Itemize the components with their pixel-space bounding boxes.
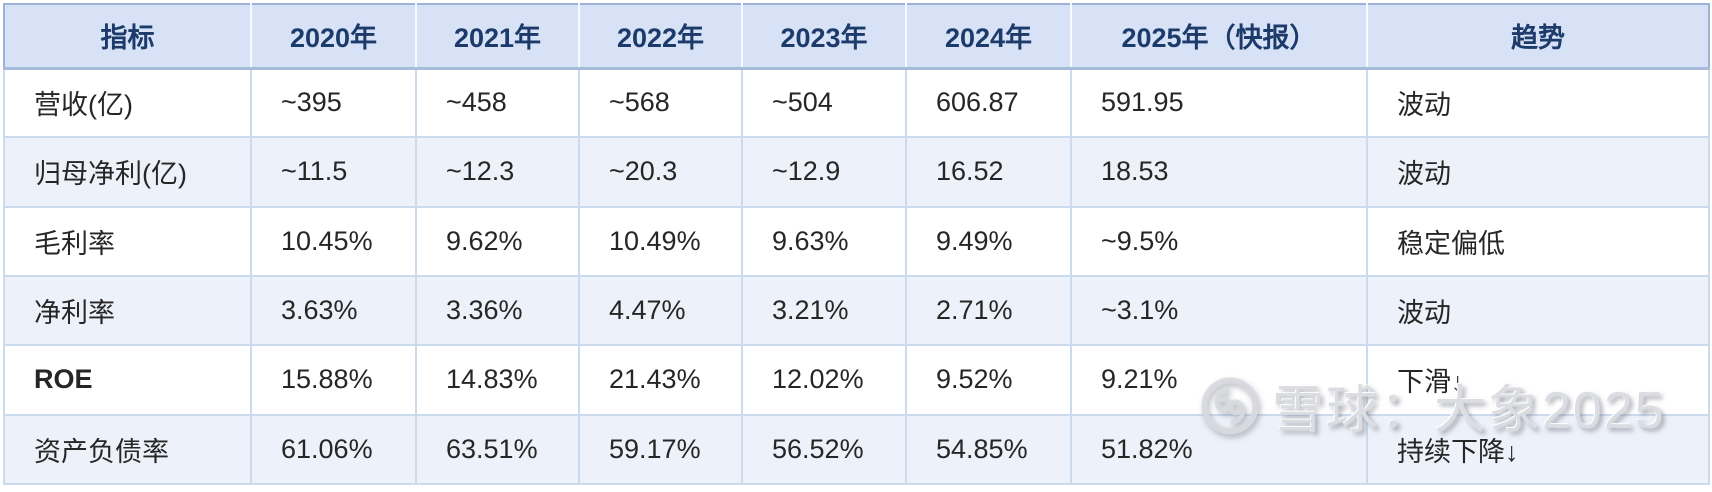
value-cell: 9.49% [905,205,1072,277]
value-cell: 56.52% [741,413,907,486]
table-row-0: 营收(亿) ~395 ~458 ~568 ~504 606.87 591.95 波动 [3,66,1710,139]
trend-cell: 波动 [1366,136,1710,208]
trend-cell: 稳定偏低 [1366,205,1710,277]
value-cell: 606.87 [905,66,1072,139]
value-cell: 51.82% [1070,413,1368,486]
row-label: 营收(亿) [3,66,252,139]
value-cell: 9.21% [1070,344,1368,416]
table-row-2: 毛利率 10.45% 9.62% 10.49% 9.63% 9.49% ~9.5% 稳定偏低 [3,205,1710,277]
value-cell: 3.21% [741,274,907,347]
value-cell: 12.02% [741,344,907,416]
value-cell: 4.47% [578,274,743,347]
column-header-2: 2021年 [415,4,579,70]
value-cell: 16.52 [905,136,1072,208]
value-cell: ~568 [578,66,743,139]
value-cell: 3.63% [250,274,417,347]
value-cell: 591.95 [1070,66,1368,139]
row-label: 毛利率 [3,205,252,277]
table-row-4: ROE 15.88% 14.83% 21.43% 12.02% 9.52% 9.21% 下滑↓ [3,344,1710,416]
value-cell: 9.62% [415,205,580,277]
value-cell: 10.45% [250,205,417,277]
value-cell: 59.17% [578,413,743,486]
trend-cell: 下滑↓ [1366,344,1710,416]
row-label: 资产负债率 [3,413,252,486]
table-header-row: 指标 2020年 2021年 2022年 2023年 2024年 2025年（快报） 趋势 [4,4,1709,70]
row-label: 归母净利(亿) [3,136,252,208]
value-cell: 9.52% [905,344,1072,416]
value-cell: ~9.5% [1070,205,1368,277]
row-label: ROE [3,344,252,416]
value-cell: 2.71% [905,274,1072,347]
value-cell: ~458 [415,66,580,139]
value-cell: 18.53 [1070,136,1368,208]
column-header-5: 2024年 [905,4,1071,70]
value-cell: 63.51% [415,413,580,486]
table-row-1: 归母净利(亿) ~11.5 ~12.3 ~20.3 ~12.9 16.52 18.53 波动 [3,136,1710,208]
column-header-6: 2025年（快报） [1070,4,1367,70]
value-cell: ~395 [250,66,417,139]
value-cell: ~12.9 [741,136,907,208]
row-label: 净利率 [3,274,252,347]
value-cell: 54.85% [905,413,1072,486]
column-header-4: 2023年 [741,4,906,70]
value-cell: 21.43% [578,344,743,416]
value-cell: ~20.3 [578,136,743,208]
value-cell: ~3.1% [1070,274,1368,347]
table-row-5: 资产负债率 61.06% 63.51% 59.17% 56.52% 54.85% 51.82… [3,413,1710,486]
value-cell: ~12.3 [415,136,580,208]
value-cell: ~504 [741,66,907,139]
column-header-0: 指标 [4,4,251,70]
financial-metrics-table: 指标 2020年 2021年 2022年 2023年 2024年 2025年（快报） 趋势 营… [3,3,1710,486]
column-header-7: 趋势 [1366,4,1709,70]
value-cell: 3.36% [415,274,580,347]
value-cell: 14.83% [415,344,580,416]
trend-cell: 波动 [1366,66,1710,139]
value-cell: 10.49% [578,205,743,277]
value-cell: 61.06% [250,413,417,486]
trend-cell: 持续下降↓ [1366,413,1710,486]
table-row-3: 净利率 3.63% 3.36% 4.47% 3.21% 2.71% ~3.1% 波动 [3,274,1710,347]
value-cell: 15.88% [250,344,417,416]
value-cell: ~11.5 [250,136,417,208]
column-header-3: 2022年 [578,4,742,70]
trend-cell: 波动 [1366,274,1710,347]
column-header-1: 2020年 [250,4,416,70]
value-cell: 9.63% [741,205,907,277]
